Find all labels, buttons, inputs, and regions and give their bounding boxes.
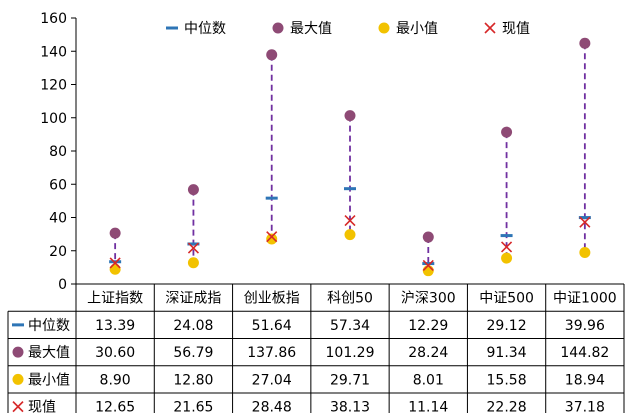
y-tick-label: 120 xyxy=(40,78,67,94)
current-point xyxy=(501,241,513,253)
category-label: 沪深300 xyxy=(401,291,456,307)
max-point xyxy=(422,231,434,243)
x-mark-stroke xyxy=(266,231,278,243)
row-header-marker xyxy=(12,346,24,358)
table-row-median: 中位数 13.39 24.08 51.64 57.34 12.29 29.12 39.96 xyxy=(12,318,605,334)
table-cell: 12.80 xyxy=(173,372,213,388)
category-label: 中证1000 xyxy=(553,291,617,307)
y-tick-label: 60 xyxy=(49,177,67,193)
table-cell: 13.39 xyxy=(95,318,135,334)
current-point xyxy=(344,215,356,227)
table-cell: 57.34 xyxy=(330,318,370,334)
x-mark-stroke xyxy=(422,259,434,272)
table-cell: 38.13 xyxy=(330,400,370,413)
row-header-marker xyxy=(12,373,24,385)
table-cell: 15.58 xyxy=(487,372,527,388)
table-row-min: 最小值 8.90 12.80 27.04 29.71 8.01 15.58 18.94 xyxy=(12,372,605,388)
max-point xyxy=(501,126,513,138)
x-mark-stroke xyxy=(12,401,24,413)
max-point xyxy=(187,184,199,196)
table-cell: 137.86 xyxy=(247,345,296,361)
table-cell: 8.01 xyxy=(413,372,444,388)
current-point xyxy=(579,216,591,228)
legend-label: 最小值 xyxy=(396,21,438,37)
legend-marker xyxy=(484,22,496,34)
min-point xyxy=(501,252,513,264)
category-label: 中证500 xyxy=(479,291,534,307)
table-cell: 144.82 xyxy=(560,345,609,361)
max-point xyxy=(344,110,356,122)
x-mark-stroke xyxy=(344,215,356,227)
table-cell: 51.64 xyxy=(252,318,292,334)
min-point xyxy=(579,247,591,259)
table-row-current: 现值 12.65 21.65 28.48 38.13 11.14 22.28 37.18 xyxy=(12,400,605,416)
category-label: 上证指数 xyxy=(87,291,143,307)
category-label: 科创50 xyxy=(327,291,373,307)
table-cell: 37.18 xyxy=(565,400,605,413)
x-mark-stroke xyxy=(484,22,496,34)
legend-marker xyxy=(272,22,284,34)
row-header-label: 中位数 xyxy=(28,318,70,334)
table-cell: 39.96 xyxy=(565,318,605,334)
min-point xyxy=(422,265,434,277)
table-row-max: 最大值 30.60 56.79 137.86 101.29 28.24 91.34 144.8… xyxy=(12,345,609,361)
min-point xyxy=(109,263,121,275)
table-cell: 28.24 xyxy=(408,345,448,361)
max-point xyxy=(109,227,121,239)
legend-item-current: 现值 xyxy=(484,21,530,37)
y-tick-label: 40 xyxy=(49,211,67,227)
table-cell: 27.04 xyxy=(252,372,292,388)
legend-item-median: 中位数 xyxy=(166,21,226,37)
y-tick-label: 20 xyxy=(49,244,67,260)
row-header-label: 现值 xyxy=(28,400,56,413)
legend-item-min: 最小值 xyxy=(378,21,438,37)
row-header-label: 最小值 xyxy=(28,372,70,388)
current-point xyxy=(422,259,434,272)
table-cell: 24.08 xyxy=(173,318,213,334)
table-cell: 28.48 xyxy=(252,400,292,413)
category-label: 创业板指 xyxy=(244,291,300,307)
table-cell: 8.90 xyxy=(100,372,131,388)
legend-label: 现值 xyxy=(502,21,530,37)
table-cell: 91.34 xyxy=(487,345,527,361)
current-point xyxy=(266,231,278,243)
y-tick-label: 160 xyxy=(40,11,67,27)
min-point xyxy=(266,233,278,245)
table-cell: 21.65 xyxy=(173,400,213,413)
category-label: 深证成指 xyxy=(165,291,221,307)
table-cell: 29.71 xyxy=(330,372,370,388)
table-cell: 101.29 xyxy=(326,345,375,361)
current-point xyxy=(187,242,199,254)
min-point xyxy=(187,257,199,269)
row-header-marker xyxy=(12,401,24,413)
x-mark-stroke xyxy=(501,241,513,253)
y-tick-label: 100 xyxy=(40,111,67,127)
legend-marker xyxy=(378,22,390,34)
x-mark-stroke xyxy=(109,257,121,269)
current-point xyxy=(109,257,121,269)
legend-label: 最大值 xyxy=(290,21,332,37)
table-cell: 18.94 xyxy=(565,372,605,388)
table-cell: 12.65 xyxy=(95,400,135,413)
max-point xyxy=(266,49,278,61)
max-point xyxy=(579,37,591,49)
table-cell: 11.14 xyxy=(408,400,448,413)
min-point xyxy=(344,229,356,241)
legend-label: 中位数 xyxy=(184,21,226,37)
table-cell: 12.29 xyxy=(408,318,448,334)
table-cell: 29.12 xyxy=(487,318,527,334)
y-tick-label: 140 xyxy=(40,44,67,60)
table-cell: 22.28 xyxy=(487,400,527,413)
table-cell: 56.79 xyxy=(173,345,213,361)
x-mark-stroke xyxy=(579,216,591,228)
legend-item-max: 最大值 xyxy=(272,21,332,37)
x-mark-stroke xyxy=(187,242,199,254)
row-header-label: 最大值 xyxy=(28,345,70,361)
table-cell: 30.60 xyxy=(95,345,135,361)
y-tick-label: 80 xyxy=(49,144,67,160)
y-tick-label: 0 xyxy=(58,277,67,293)
